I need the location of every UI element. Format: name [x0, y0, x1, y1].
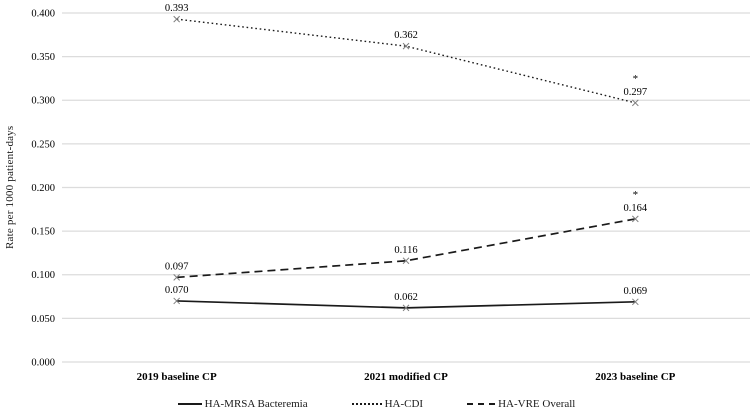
- x-marker: [173, 274, 181, 281]
- data-point-label: 0.062: [394, 292, 418, 303]
- data-point-label: 0.362: [394, 30, 418, 41]
- data-point-label: 0.393: [165, 3, 189, 14]
- y-tick-label: 0.200: [31, 183, 55, 194]
- x-marker: [631, 298, 639, 306]
- x-marker: [402, 304, 410, 312]
- legend-item-solid: HA-MRSA Bacteremia: [177, 398, 308, 410]
- x-marker: [402, 257, 410, 265]
- y-tick-label: 0.350: [31, 52, 55, 63]
- y-tick-label: 0.250: [31, 139, 55, 150]
- y-tick-label: 0.150: [31, 227, 55, 238]
- data-series: [176, 18, 636, 309]
- y-axis-title: Rate per 1000 patient-days: [4, 125, 16, 250]
- y-tick-label: 0.400: [31, 8, 55, 19]
- legend-line-sample-dotted: [351, 403, 382, 405]
- x-category-label: 2019 baseline CP: [137, 371, 217, 383]
- legend-line-sample-solid: [177, 403, 202, 405]
- data-point-label: 0.164: [624, 203, 648, 214]
- data-point-label: 0.297: [624, 87, 648, 98]
- x-marker: [631, 215, 639, 223]
- y-tick-label: 0.050: [31, 314, 55, 325]
- legend-label: HA-MRSA Bacteremia: [204, 398, 308, 410]
- chart-legend: HA-MRSA Bacteremia HA-CDI HA-VRE Overall: [0, 394, 753, 414]
- y-tick-label: 0.100: [31, 270, 55, 281]
- x-marker: [631, 99, 639, 107]
- gridlines: [62, 12, 750, 363]
- legend-item-dotted: HA-CDI: [351, 398, 424, 410]
- data-labels: 0.070 0.062 0.069 0.393 0.362 0.297 * 0.097 0.11…: [165, 3, 648, 303]
- x-category-label: 2023 baseline CP: [595, 371, 675, 383]
- data-point-label: 0.070: [165, 285, 189, 296]
- y-tick-label: 0.300: [31, 96, 55, 107]
- x-marker: [173, 297, 181, 305]
- data-point-label: 0.116: [394, 245, 417, 256]
- legend-label: HA-VRE Overall: [498, 398, 576, 410]
- series-line-dotted: [176, 18, 636, 104]
- axis-tick-labels: 0.000 0.050 0.100 0.150 0.200 0.250 0.300 0.350…: [31, 8, 675, 383]
- significance-asterisk: *: [633, 73, 639, 85]
- x-marker: [402, 42, 410, 50]
- significance-asterisk: *: [633, 189, 639, 201]
- data-point-label: 0.097: [165, 261, 189, 272]
- legend-label: HA-CDI: [384, 398, 424, 410]
- data-point-label: 0.069: [624, 286, 648, 297]
- data-point-markers: [173, 15, 639, 312]
- legend-line-sample-dashed: [467, 403, 496, 405]
- y-tick-label: 0.000: [31, 357, 55, 368]
- legend-item-dashed: HA-VRE Overall: [467, 398, 575, 410]
- x-category-label: 2021 modified CP: [364, 371, 448, 383]
- x-marker: [173, 15, 181, 23]
